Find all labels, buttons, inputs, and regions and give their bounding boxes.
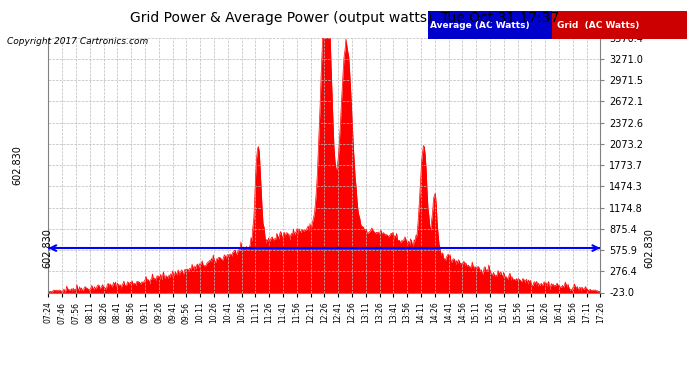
Text: Grid Power & Average Power (output watts)  Tue Oct 31 17:37: Grid Power & Average Power (output watts…: [130, 11, 560, 25]
Text: 602.830: 602.830: [43, 228, 52, 268]
Text: Grid  (AC Watts): Grid (AC Watts): [558, 21, 640, 30]
Text: Average (AC Watts): Average (AC Watts): [431, 21, 530, 30]
FancyBboxPatch shape: [552, 11, 687, 39]
Text: 602.830: 602.830: [12, 145, 22, 185]
Text: 602.830: 602.830: [644, 228, 654, 268]
FancyBboxPatch shape: [428, 11, 552, 39]
Text: Copyright 2017 Cartronics.com: Copyright 2017 Cartronics.com: [7, 38, 148, 46]
